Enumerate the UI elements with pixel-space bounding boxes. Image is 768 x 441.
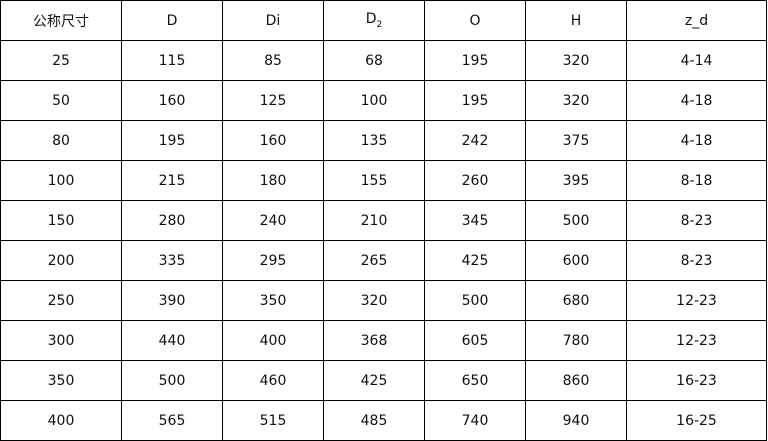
column-header: D xyxy=(121,0,223,41)
table-cell: 740 xyxy=(424,400,526,441)
table-cell: 780 xyxy=(525,320,627,361)
table-cell: 135 xyxy=(323,120,425,161)
table-cell: 320 xyxy=(323,280,425,321)
table-cell: 605 xyxy=(424,320,526,361)
table-cell: 210 xyxy=(323,200,425,241)
table-cell: 265 xyxy=(323,240,425,281)
table-cell: 8-23 xyxy=(626,240,767,281)
table-cell: 375 xyxy=(525,120,627,161)
table-cell: 4-14 xyxy=(626,40,767,81)
table-cell: 4-18 xyxy=(626,120,767,161)
table-cell: 12-23 xyxy=(626,280,767,321)
table-cell: 4-18 xyxy=(626,80,767,121)
table-cell: 320 xyxy=(525,80,627,121)
column-header-text: D xyxy=(166,12,178,29)
table-row: 200 335 295 265 425 600 8-23 xyxy=(0,240,767,281)
table-row: 50 160 125 100 195 320 4-18 xyxy=(0,80,767,121)
table-cell: 400 xyxy=(222,320,324,361)
table-cell: 335 xyxy=(121,240,223,281)
table-cell: 180 xyxy=(222,160,324,201)
table-cell: 195 xyxy=(424,80,526,121)
table-cell: 240 xyxy=(222,200,324,241)
table-cell: 125 xyxy=(222,80,324,121)
table-cell: 368 xyxy=(323,320,425,361)
table-cell: 215 xyxy=(121,160,223,201)
table-cell: 345 xyxy=(424,200,526,241)
column-header: z_d xyxy=(626,0,767,41)
table-cell: 115 xyxy=(121,40,223,81)
column-header-text: O xyxy=(469,12,481,29)
table-cell: 160 xyxy=(121,80,223,121)
table-cell: 195 xyxy=(121,120,223,161)
table-cell: 12-23 xyxy=(626,320,767,361)
column-header-text: Di xyxy=(265,12,281,29)
table-cell: 16-25 xyxy=(626,400,767,441)
table-cell: 195 xyxy=(424,40,526,81)
table-row: 300 440 400 368 605 780 12-23 xyxy=(0,320,767,361)
column-header: 公称尺寸 xyxy=(0,0,122,41)
table-cell: 515 xyxy=(222,400,324,441)
table-row: 250 390 350 320 500 680 12-23 xyxy=(0,280,767,321)
table-cell: 320 xyxy=(525,40,627,81)
table-cell: 85 xyxy=(222,40,324,81)
column-header: O xyxy=(424,0,526,41)
table-cell: 300 xyxy=(0,320,122,361)
table-cell: 350 xyxy=(222,280,324,321)
table-cell: 390 xyxy=(121,280,223,321)
column-header-text: H xyxy=(570,12,582,29)
table-cell: 650 xyxy=(424,360,526,401)
column-header: D2 xyxy=(323,0,425,41)
table-cell: 155 xyxy=(323,160,425,201)
table-cell: 440 xyxy=(121,320,223,361)
table-cell: 260 xyxy=(424,160,526,201)
table-row: 150 280 240 210 345 500 8-23 xyxy=(0,200,767,241)
table-cell: 280 xyxy=(121,200,223,241)
column-header-text: z_d xyxy=(684,12,709,29)
table-cell: 485 xyxy=(323,400,425,441)
table-cell: 860 xyxy=(525,360,627,401)
table-cell: 295 xyxy=(222,240,324,281)
table-cell: 16-23 xyxy=(626,360,767,401)
table-cell: 425 xyxy=(424,240,526,281)
table-cell: 500 xyxy=(525,200,627,241)
table-cell: 100 xyxy=(0,160,122,201)
table-cell: 500 xyxy=(424,280,526,321)
table-row: 80 195 160 135 242 375 4-18 xyxy=(0,120,767,161)
column-header-text: D xyxy=(365,11,377,28)
table-row: 400 565 515 485 740 940 16-25 xyxy=(0,400,767,441)
column-header: H xyxy=(525,0,627,41)
column-header-subscript: 2 xyxy=(376,19,383,30)
column-header: Di xyxy=(222,0,324,41)
table-cell: 68 xyxy=(323,40,425,81)
column-header-text: 公称尺寸 xyxy=(33,13,89,30)
table-cell: 250 xyxy=(0,280,122,321)
table-cell: 565 xyxy=(121,400,223,441)
table-cell: 8-18 xyxy=(626,160,767,201)
table-cell: 8-23 xyxy=(626,200,767,241)
table-cell: 940 xyxy=(525,400,627,441)
table-cell: 600 xyxy=(525,240,627,281)
table-cell: 460 xyxy=(222,360,324,401)
table-cell: 242 xyxy=(424,120,526,161)
table-cell: 25 xyxy=(0,40,122,81)
table-cell: 680 xyxy=(525,280,627,321)
table-cell: 150 xyxy=(0,200,122,241)
table-cell: 160 xyxy=(222,120,324,161)
table-cell: 500 xyxy=(121,360,223,401)
table-row: 100 215 180 155 260 395 8-18 xyxy=(0,160,767,201)
table-cell: 395 xyxy=(525,160,627,201)
table-row: 25 115 85 68 195 320 4-14 xyxy=(0,40,767,81)
table-cell: 425 xyxy=(323,360,425,401)
table-cell: 80 xyxy=(0,120,122,161)
table-cell: 350 xyxy=(0,360,122,401)
table-cell: 100 xyxy=(323,80,425,121)
table-row: 350 500 460 425 650 860 16-23 xyxy=(0,360,767,401)
table-cell: 50 xyxy=(0,80,122,121)
table-cell: 200 xyxy=(0,240,122,281)
table-cell: 400 xyxy=(0,400,122,441)
